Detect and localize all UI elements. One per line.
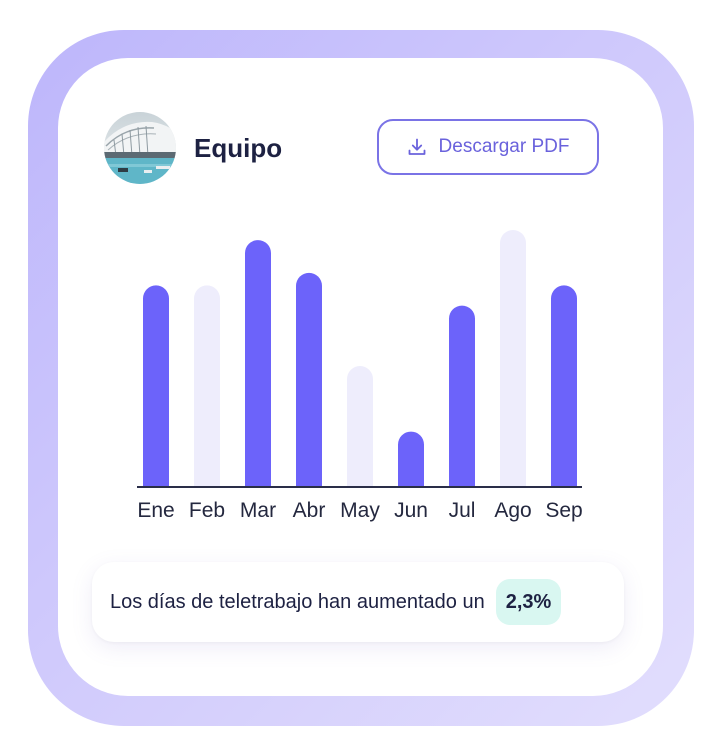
page-title: Equipo — [194, 133, 283, 163]
download-icon — [408, 138, 425, 155]
summary-value-badge: 2,3% — [495, 579, 562, 625]
building-photo-icon — [104, 112, 176, 184]
download-pdf-button[interactable]: Descargar PDF — [377, 119, 599, 175]
avatar — [104, 112, 176, 184]
summary-message: Los días de teletrabajo han aumentado un… — [92, 562, 624, 642]
summary-text: Los días de teletrabajo han aumentado un — [110, 590, 485, 613]
download-pdf-label: Descargar PDF — [438, 136, 570, 157]
